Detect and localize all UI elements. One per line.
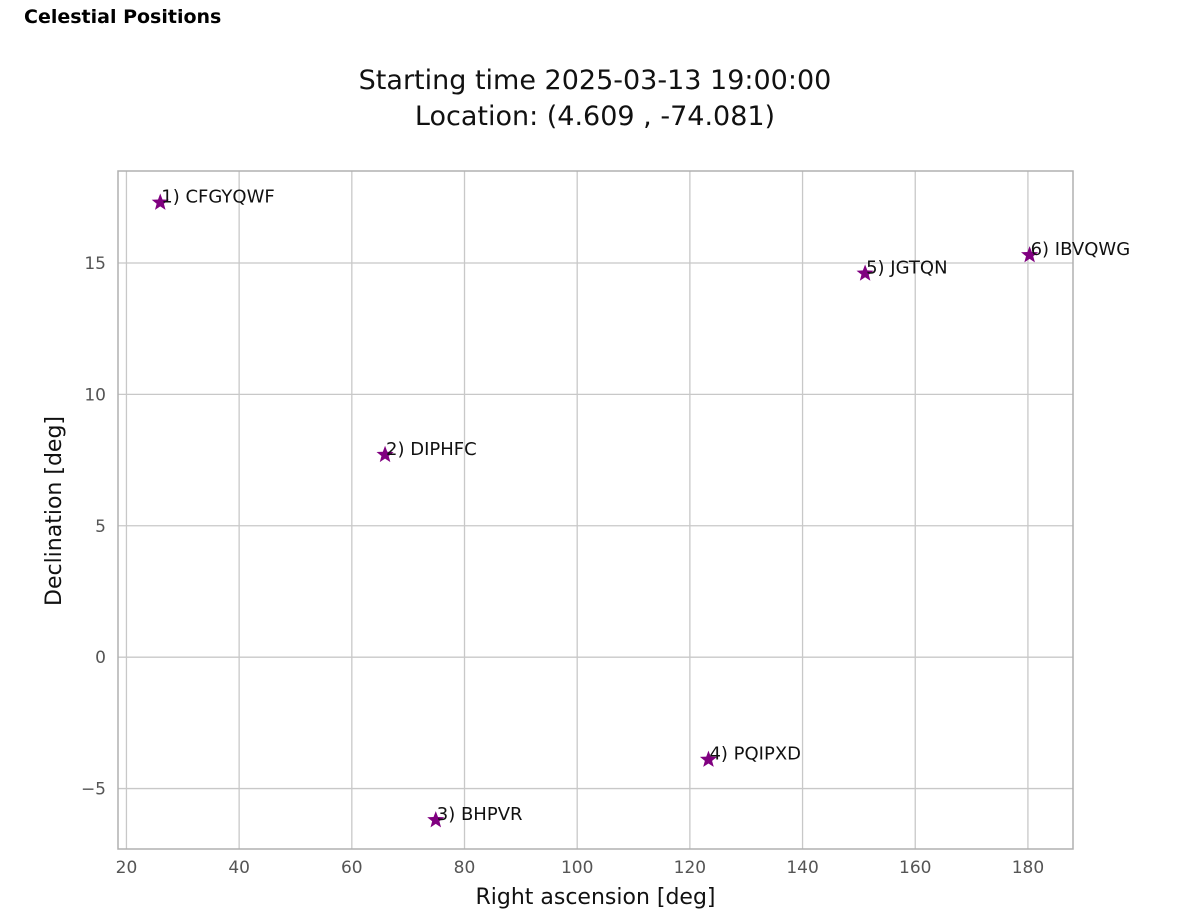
x-tick-label: 40 (228, 858, 250, 878)
data-points: 1) CFGYQWF 2) DIPHFC 3) BHPVR 4) PQIPXD 5) J… (151, 187, 1131, 828)
star-marker (376, 445, 394, 463)
star-marker (427, 811, 445, 828)
x-tick-label: 180 (1012, 858, 1044, 878)
star-marker (151, 193, 169, 210)
x-tick-label: 20 (116, 858, 138, 878)
y-tick-label: 0 (95, 648, 106, 668)
y-tick-label: −5 (81, 780, 106, 800)
point-label: 1) CFGYQWF (161, 187, 274, 208)
point-label: 2) DIPHFC (386, 439, 477, 460)
star-marker (699, 750, 718, 767)
star-marker (856, 264, 874, 281)
plot-area-frame (117, 170, 1074, 850)
x-tick-label: 60 (341, 858, 363, 878)
y-tick-label: 5 (95, 517, 106, 537)
x-tick-label: 160 (899, 858, 931, 878)
x-tick-label: 140 (786, 858, 818, 878)
chart-title-line-1: Starting time 2025-03-13 19:00:00 (359, 65, 832, 96)
point-label: 6) IBVQWG (1031, 239, 1131, 260)
star-marker (1021, 246, 1039, 263)
y-tick-label: 10 (84, 385, 106, 405)
grid-lines (118, 171, 1073, 849)
x-tick-label: 100 (561, 858, 593, 878)
x-tick-label: 120 (674, 858, 706, 878)
point-label: 5) JGTQN (866, 257, 947, 278)
point-label: 3) BHPVR (437, 804, 523, 825)
y-tick-label: 15 (84, 254, 106, 274)
chart-title-line-2: Location: (4.609 , -74.081) (415, 101, 775, 132)
page-title: Celestial Positions (24, 6, 222, 28)
axis-ticks: 20 40 60 80 100 120 140 160 180 −5 0 5 10 15 (81, 254, 1044, 878)
y-axis-label: Declination [deg] (42, 416, 67, 606)
x-axis-label: Right ascension [deg] (475, 885, 715, 910)
x-tick-label: 80 (454, 858, 476, 878)
point-label: 4) PQIPXD (709, 744, 801, 765)
